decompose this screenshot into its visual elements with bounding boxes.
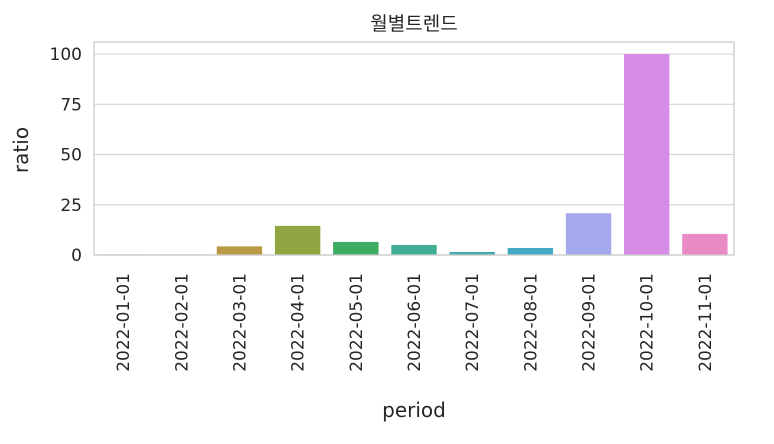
x-tick-label: 2022-07-01	[463, 273, 483, 372]
x-tick-label: 2022-10-01	[638, 273, 658, 372]
bar-2022-09-01	[565, 213, 612, 255]
y-axis-label: ratio	[9, 127, 33, 173]
y-tick-label: 0	[71, 246, 82, 266]
x-tick-label: 2022-11-01	[696, 273, 716, 372]
y-tick-labels: 0 25 50 75 100	[50, 45, 82, 266]
bar-2022-05-01	[333, 241, 379, 255]
x-axis-label: period	[382, 398, 446, 422]
bar-2022-06-01	[391, 244, 437, 255]
x-tick-label: 2022-05-01	[347, 273, 367, 372]
bar-2022-07-01	[449, 251, 495, 255]
bar-2022-10-01	[624, 54, 670, 255]
y-tick-label: 75	[60, 95, 82, 115]
x-tick-label: 2022-08-01	[521, 273, 541, 372]
bar-2022-03-01	[216, 246, 263, 255]
x-tick-label: 2022-09-01	[580, 273, 600, 372]
bar-2022-08-01	[507, 247, 554, 255]
bar-2022-11-01	[682, 233, 728, 255]
x-tick-label: 2022-02-01	[172, 273, 192, 372]
x-tick-label: 2022-06-01	[405, 273, 425, 372]
y-tick-label: 25	[60, 196, 82, 216]
bars	[100, 54, 728, 255]
chart-title: 월별트렌드	[370, 13, 457, 35]
x-tick-label: 2022-01-01	[114, 273, 134, 372]
y-tick-label: 100	[50, 45, 82, 65]
bar-2022-04-01	[274, 225, 321, 255]
y-tick-label: 50	[60, 146, 82, 166]
plot-frame	[93, 41, 735, 256]
x-tick-labels: 2022-01-01 2022-02-01 2022-03-01 2022-04-01…	[114, 273, 716, 372]
x-tick-label: 2022-03-01	[230, 273, 250, 372]
x-tick-label: 2022-04-01	[289, 273, 309, 372]
